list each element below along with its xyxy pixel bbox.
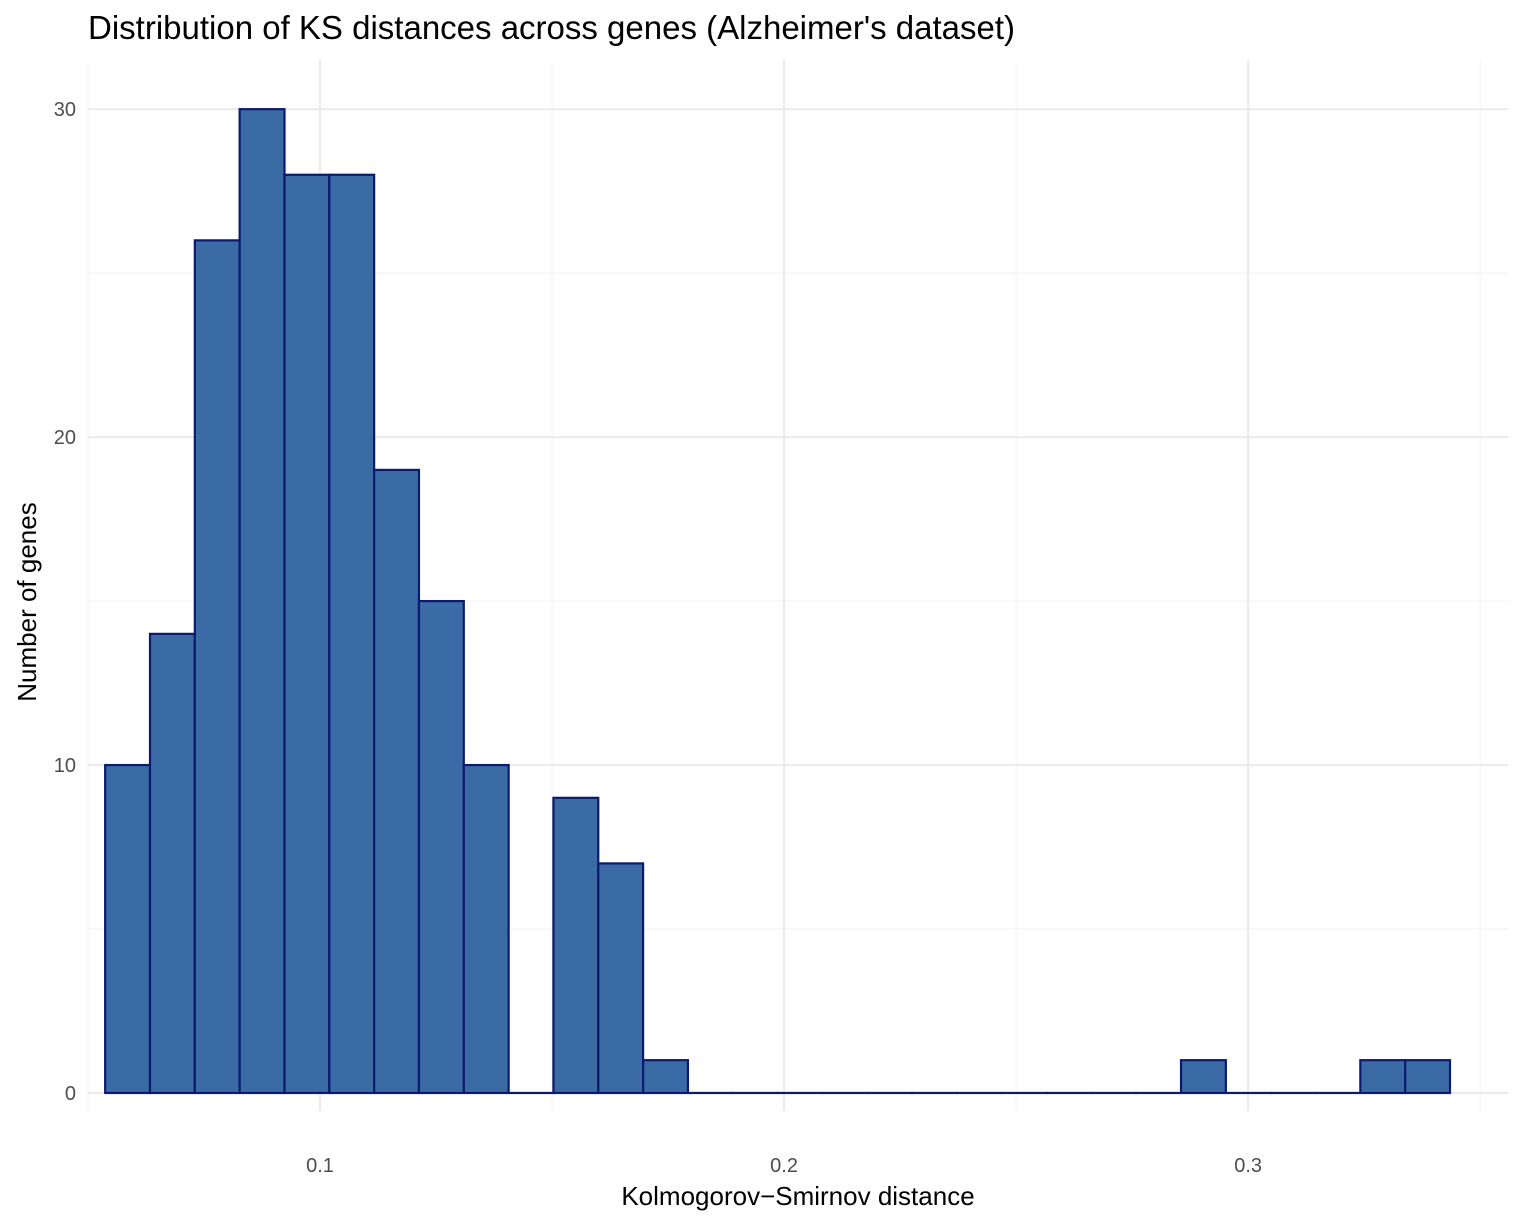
histogram-bar bbox=[104, 763, 152, 1095]
histogram-bar bbox=[193, 239, 241, 1095]
y-axis-tick-labels: 0 10 20 30 bbox=[54, 99, 76, 1105]
histogram-bar bbox=[1404, 1059, 1452, 1095]
histogram-bar bbox=[462, 763, 510, 1095]
histogram-bar bbox=[1359, 1059, 1407, 1095]
histogram-bar bbox=[373, 468, 421, 1095]
histogram-bar bbox=[1179, 1059, 1227, 1095]
histogram-bar bbox=[238, 108, 286, 1095]
histogram-bar bbox=[597, 862, 645, 1095]
x-axis-tick-labels: 0.1 0.2 0.3 bbox=[306, 1155, 1262, 1177]
y-tick-label: 0 bbox=[65, 1083, 76, 1105]
x-tick-label: 0.1 bbox=[306, 1155, 334, 1177]
x-axis-title: Kolmogorov−Smirnov distance bbox=[621, 1181, 974, 1211]
histogram-bars bbox=[104, 108, 1452, 1095]
chart-title: Distribution of KS distances across gene… bbox=[88, 9, 1015, 46]
x-tick-label: 0.2 bbox=[770, 1155, 798, 1177]
histogram-bar bbox=[552, 796, 600, 1095]
histogram-bar bbox=[417, 599, 465, 1095]
histogram-bar bbox=[283, 173, 331, 1095]
y-tick-label: 10 bbox=[54, 755, 76, 777]
y-axis-title: Number of genes bbox=[12, 502, 42, 701]
histogram-bar bbox=[641, 1059, 690, 1095]
histogram-bar bbox=[328, 173, 376, 1095]
y-tick-label: 20 bbox=[54, 427, 76, 449]
x-tick-label: 0.3 bbox=[1234, 1155, 1262, 1177]
y-tick-label: 30 bbox=[54, 99, 76, 121]
histogram-bar bbox=[148, 632, 196, 1095]
